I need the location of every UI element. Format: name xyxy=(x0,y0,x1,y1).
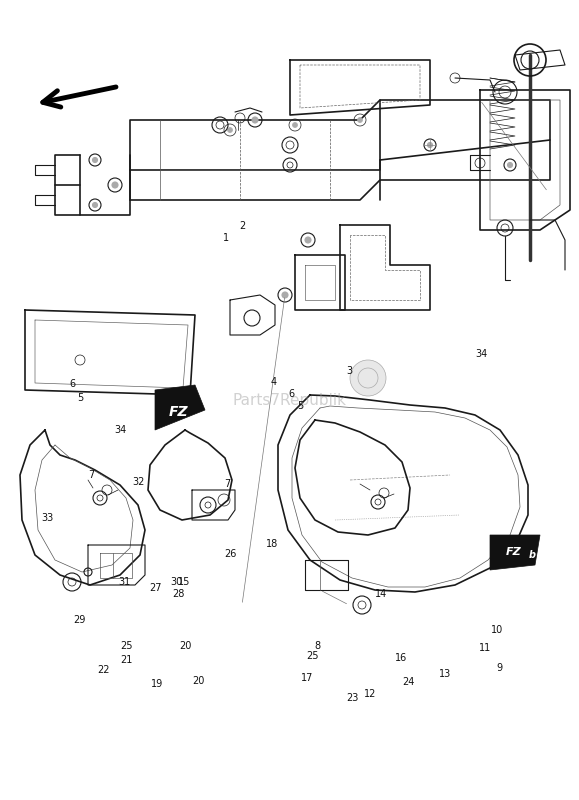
Circle shape xyxy=(305,237,311,243)
Circle shape xyxy=(292,122,298,127)
Text: 26: 26 xyxy=(224,549,237,558)
Text: Parts7Republik: Parts7Republik xyxy=(233,393,347,407)
Text: 5: 5 xyxy=(297,401,303,410)
Text: 31: 31 xyxy=(118,578,131,587)
Text: 29: 29 xyxy=(74,615,86,625)
Polygon shape xyxy=(155,385,205,430)
Text: 7: 7 xyxy=(224,479,230,489)
Circle shape xyxy=(508,162,512,167)
Text: 25: 25 xyxy=(306,651,319,661)
Text: 7: 7 xyxy=(88,470,94,480)
Circle shape xyxy=(112,182,118,188)
Text: 6: 6 xyxy=(288,389,294,398)
Text: 14: 14 xyxy=(375,589,388,598)
Text: 30: 30 xyxy=(170,578,183,587)
Text: 16: 16 xyxy=(395,653,408,662)
Text: 11: 11 xyxy=(479,643,492,653)
Text: 8: 8 xyxy=(314,642,320,651)
Text: 13: 13 xyxy=(438,670,451,679)
Text: 5: 5 xyxy=(77,393,83,402)
Text: 24: 24 xyxy=(402,677,415,686)
Text: 10: 10 xyxy=(490,626,503,635)
Circle shape xyxy=(252,117,258,123)
Text: 21: 21 xyxy=(120,655,133,665)
Text: 17: 17 xyxy=(301,674,313,683)
Text: 28: 28 xyxy=(172,589,185,598)
Text: 12: 12 xyxy=(364,689,377,698)
Polygon shape xyxy=(490,535,540,570)
Text: 32: 32 xyxy=(133,477,145,486)
Circle shape xyxy=(93,158,97,162)
Text: 20: 20 xyxy=(192,676,204,686)
Text: b: b xyxy=(529,550,536,560)
Circle shape xyxy=(350,360,386,396)
Text: 25: 25 xyxy=(120,642,133,651)
Text: FZ: FZ xyxy=(168,405,188,419)
Text: 2: 2 xyxy=(239,221,245,230)
Text: 23: 23 xyxy=(346,694,358,703)
Text: 27: 27 xyxy=(149,583,162,593)
Text: 6: 6 xyxy=(69,379,75,389)
Text: 15: 15 xyxy=(178,578,190,587)
Circle shape xyxy=(228,127,233,133)
Text: FZ: FZ xyxy=(506,547,522,557)
Text: 19: 19 xyxy=(151,679,164,689)
Text: 9: 9 xyxy=(496,663,502,673)
Text: 18: 18 xyxy=(266,539,278,549)
Circle shape xyxy=(357,118,362,122)
Text: 20: 20 xyxy=(179,642,192,651)
Circle shape xyxy=(282,292,288,298)
Text: 1: 1 xyxy=(223,234,229,243)
Circle shape xyxy=(93,202,97,207)
Text: 34: 34 xyxy=(475,349,488,358)
Circle shape xyxy=(427,142,433,147)
Text: 34: 34 xyxy=(114,426,127,435)
Text: 3: 3 xyxy=(346,366,352,376)
Text: 4: 4 xyxy=(270,378,276,387)
Text: 22: 22 xyxy=(97,666,109,675)
Text: 33: 33 xyxy=(41,514,54,523)
